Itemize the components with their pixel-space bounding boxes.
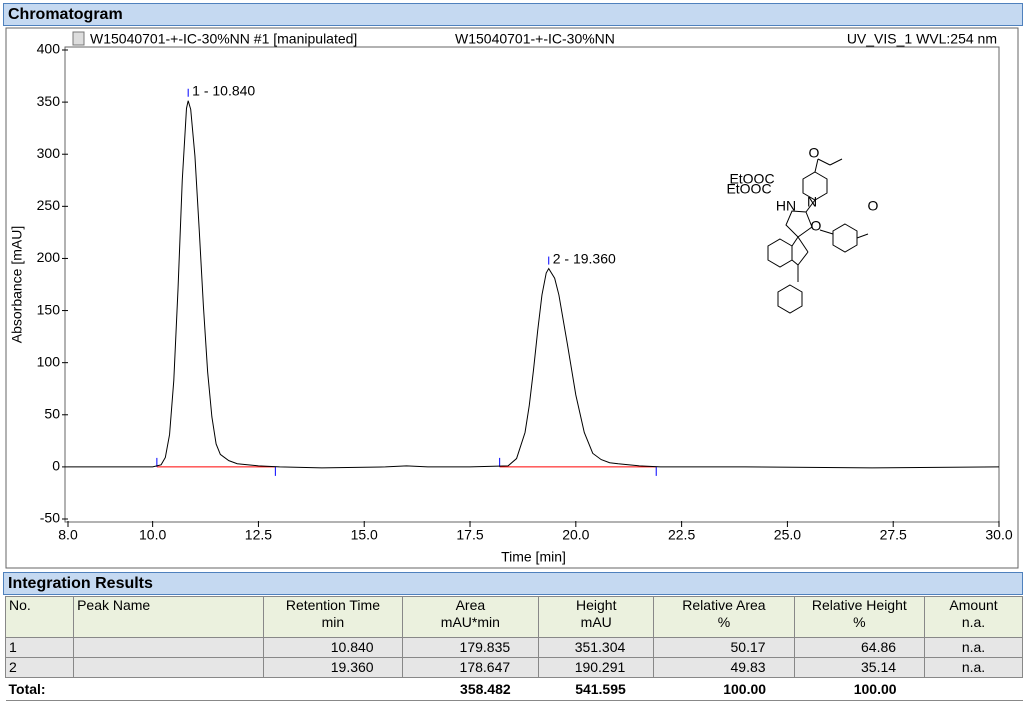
section-header: Integration Results: [3, 572, 1023, 595]
table-cell: Amount n.a.: [924, 596, 1023, 638]
table-cell: 179.835: [401, 637, 540, 658]
results-table: No. Peak Name Retention Time min Area mAU*min…: [4, 596, 1023, 701]
x-tick-label: 27.5: [880, 527, 907, 543]
column-name: Height: [575, 597, 617, 614]
table-cell: [73, 677, 264, 701]
y-tick-label: 250: [37, 197, 61, 213]
x-tick-label: 17.5: [456, 527, 483, 543]
header-left: W15040701-+-IC-30%NN #1 [manipulated]: [90, 31, 357, 47]
table-cell: 100.00: [653, 677, 795, 701]
x-axis-label: Time [min]: [501, 549, 566, 565]
column-name: Peak Name: [77, 597, 151, 614]
table-cell: 35.14: [793, 657, 926, 678]
table-cell: n.a.: [924, 637, 1023, 658]
plot-frame: [64, 46, 1000, 523]
x-tick-label: 20.0: [562, 527, 589, 543]
y-tick-label: 400: [37, 41, 61, 57]
structure-label: O: [868, 198, 879, 214]
column-unit: %: [853, 614, 866, 630]
column-name: Area: [455, 597, 486, 614]
y-tick-label: 50: [44, 405, 60, 421]
chart: W15040701-+-IC-30%NN #1 [manipulated] W1…: [5, 27, 1019, 569]
x-tick-label: 30.0: [985, 527, 1012, 543]
table-cell: [73, 637, 265, 658]
table-cell: 64.86: [793, 637, 926, 658]
table-cell: Height mAU: [538, 596, 655, 638]
table-cell: No.: [4, 596, 75, 638]
table-cell: 1: [4, 637, 75, 658]
table-cell: Total:: [5, 677, 74, 701]
table-row: 1 10.840 179.835 351.304 50.17 64.86 n.a.: [4, 637, 1023, 658]
table-cell: Retention Time min: [263, 596, 403, 638]
column-unit: mAU*min: [440, 614, 500, 630]
structure-label: HN: [776, 198, 796, 214]
table-cell: [263, 677, 403, 701]
table-cell: 50.17: [653, 637, 795, 658]
x-tick-label: 10.0: [139, 527, 166, 543]
table-row: No. Peak Name Retention Time min Area mAU*min…: [4, 596, 1023, 638]
structure-label: EtOOC: [726, 181, 771, 197]
column-name: No.: [9, 597, 31, 614]
table-cell: 2: [4, 657, 75, 678]
table-row: 2 19.360 178.647 190.291 49.83 35.14 n.a.: [4, 657, 1023, 678]
peak-label: 2 - 19.360: [553, 250, 616, 266]
table-cell: [924, 677, 1023, 701]
x-tick-label: 25.0: [774, 527, 801, 543]
x-tick-label: 12.5: [245, 527, 272, 543]
column-name: Retention Time: [285, 597, 380, 614]
structure-label: N: [807, 194, 817, 210]
table-cell: n.a.: [924, 657, 1023, 678]
x-tick-label: 8.0: [58, 527, 78, 543]
column-name: Relative Height: [811, 597, 907, 614]
doc-icon: [72, 31, 85, 46]
column-unit: n.a.: [961, 614, 986, 630]
structure-label: EtOOC: [729, 171, 774, 187]
chart-frame: [5, 27, 1019, 569]
y-tick-label: 150: [37, 301, 61, 317]
y-tick-label: 300: [37, 145, 61, 161]
column-unit: %: [717, 614, 731, 630]
signal-line: [68, 100, 1000, 469]
table-cell: 178.647: [401, 657, 540, 678]
column-name: Relative Area: [682, 597, 766, 614]
table-cell: 10.840: [263, 637, 403, 658]
table-cell: [73, 657, 265, 678]
table-row: Total: 358.482 541.595 100.00 100.00: [5, 677, 1023, 701]
table-cell: 351.304: [538, 637, 655, 658]
table-cell: 49.83: [653, 657, 795, 678]
x-tick-label: 15.0: [351, 527, 378, 543]
y-tick-label: 100: [37, 353, 61, 369]
table-cell: Relative Area%: [653, 596, 795, 638]
column-unit: min: [321, 614, 345, 630]
table-cell: Relative Height%: [793, 596, 926, 638]
y-tick-label: 350: [37, 93, 61, 109]
y-tick-label: 0: [52, 458, 60, 474]
y-axis-label: Absorbance [mAU]: [9, 226, 25, 344]
table-cell: Peak Name: [73, 596, 265, 638]
structure-label: O: [809, 145, 820, 161]
header-right: UV_VIS_1 WVL:254 nm: [847, 31, 997, 47]
y-tick-label: -50: [40, 510, 60, 526]
header-center: W15040701-+-IC-30%NN: [455, 31, 615, 47]
table-cell: 100.00: [794, 677, 925, 701]
structure-label: O: [811, 218, 822, 234]
peak-label: 1 - 10.840: [192, 82, 255, 98]
table-cell: 19.360: [263, 657, 403, 678]
column-unit: mAU: [580, 614, 612, 630]
table-cell: 190.291: [538, 657, 655, 678]
x-tick-label: 22.5: [668, 527, 695, 543]
table-cell: 358.482: [402, 677, 539, 701]
section-header: Chromatogram: [3, 3, 1023, 26]
column-name: Amount: [949, 597, 998, 614]
table-cell: 541.595: [538, 677, 654, 701]
y-tick-label: 200: [37, 249, 61, 265]
table-cell: Area mAU*min: [401, 596, 540, 638]
